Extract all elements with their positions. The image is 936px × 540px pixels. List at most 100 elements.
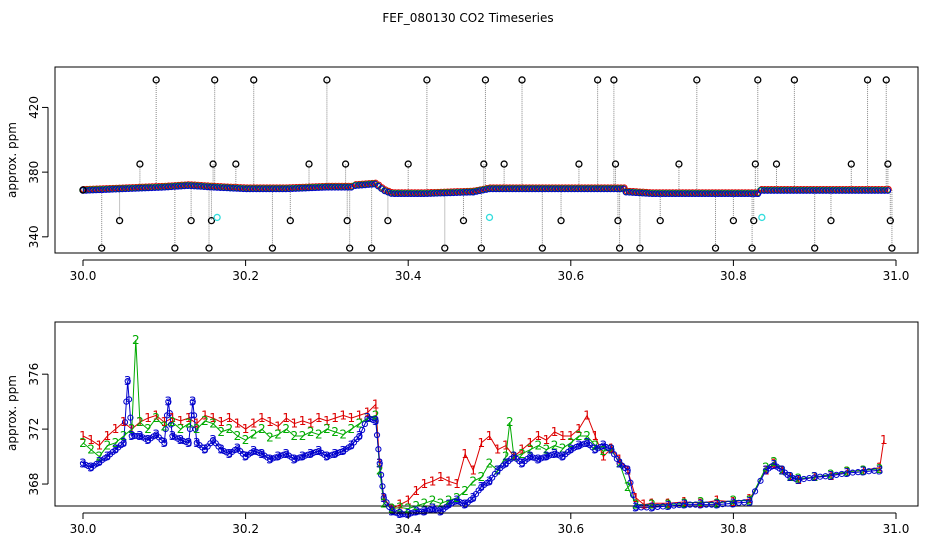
series-3-circle [296,454,303,461]
baseline-marker-blue [397,190,405,198]
baseline-marker-blue [532,185,539,193]
baseline-marker-blue [787,187,794,194]
series-3-circle [372,417,379,424]
spike-marker [346,244,354,252]
series-2-marker-label: 2 [347,422,355,436]
series-3-marker-label: 3 [258,447,266,461]
baseline-marker-blue [447,189,454,197]
series-2-marker-label: 2 [185,417,193,431]
spike-marker [250,76,258,84]
series-3-circle [369,416,377,424]
series-3-circle [386,503,393,511]
series-1-marker-label: 1 [762,463,770,477]
series-1-marker-label: 1 [567,429,575,443]
top-x-tick-label: 30.4 [395,269,422,283]
series-2-marker-label: 2 [339,428,347,442]
baseline-marker-blue [158,184,165,191]
series-1-marker-label: 1 [486,429,494,443]
series-1-marker-label: 1 [160,415,168,429]
baseline-marker-blue [194,182,201,190]
series-3-circle [250,447,257,455]
series-3-circle [182,438,190,446]
series-3-circle [277,452,284,459]
series-3-circle [388,508,396,515]
spike-marker [614,217,622,225]
series-2-marker-label: 2 [713,496,721,510]
top-y-tick-label: 340 [27,225,41,248]
series-2-marker-label: 2 [132,333,140,347]
series-3-marker-label: 3 [534,452,542,466]
series-3-circle [125,396,133,403]
series-1-marker-label: 1 [209,411,217,425]
series-1-marker-label: 1 [697,496,705,510]
baseline-marker-blue [597,185,605,193]
baseline-marker-blue [819,187,827,194]
baseline-marker-blue [141,184,149,192]
baseline-marker-blue [128,185,136,192]
series-3-marker-label: 3 [128,429,136,443]
series-2-marker-label: 2 [169,415,177,429]
series-2-marker-label: 2 [526,443,534,457]
top-panel: 30.0 30.2 30.4 30.6 30.8 31.0 340 380 420 appro… [5,66,919,283]
spike-marker [115,217,124,225]
series-2-marker-label: 2 [404,502,412,516]
bottom-plot-area: 1 1 11 1 1 1 1 1 1 1 1 1 1 11 1 1 1 1 1 1 1 1 11 1 1 1 1 1 1 1 1 1 11111… [79,333,887,521]
baseline-marker-blue [197,183,205,190]
baseline-marker-blue [430,190,438,197]
baseline-marker-blue [473,188,480,195]
baseline-marker-blue [483,186,490,193]
series-3-circle [356,432,363,440]
baseline-marker-blue [295,185,303,192]
baseline-marker-blue [486,185,493,193]
series-3-marker-label: 3 [250,444,258,458]
baseline-marker-blue [803,187,810,194]
series-2-marker-label: 2 [510,450,518,464]
baseline-marker-blue [253,185,260,193]
spike-marker [305,160,313,168]
series-2-marker-label: 2 [665,498,673,512]
series-3-circle [630,491,637,499]
baseline-marker-blue [443,189,451,197]
bottom-x-tick-label: 30.4 [395,522,422,536]
baseline-marker-blue [122,185,129,193]
baseline-marker-blue [522,185,529,193]
series-3-marker-label: 3 [616,456,624,470]
baseline-marker-blue [89,186,97,194]
series-3-marker-label: 3 [713,498,721,512]
series-3-circle [124,377,131,385]
spike-marker [286,217,294,225]
series-3-marker-label: 3 [770,458,778,472]
series-2-marker-label: 2 [315,428,323,442]
spike-marker [341,160,350,168]
bottom-y-axis-title: approx. ppm [5,375,19,451]
baseline-marker-blue [99,186,106,194]
baseline-marker-blue [440,189,448,197]
series-1-marker-label: 1 [380,491,388,505]
baseline-marker-blue [610,185,618,193]
spike-marker [693,76,701,84]
baseline-marker-blue [325,183,332,191]
baseline-marker-blue [626,189,633,196]
baseline-marker-blue [538,185,546,193]
series-3-circle [167,421,175,428]
baseline-marker-blue [848,187,856,194]
baseline-marker-blue [450,189,457,197]
series-3-marker-label: 3 [307,447,315,461]
baseline-marker-blue [744,190,752,198]
baseline-marker-blue [417,190,425,198]
baseline-marker-blue [138,184,146,192]
series-3-circle [383,499,390,506]
baseline-marker-blue [682,190,689,198]
series-3-circle [272,454,279,461]
series-1-marker-label: 1 [583,408,591,422]
series-3-marker-label: 3 [486,474,494,488]
series-2-marker-label: 2 [778,463,786,477]
baseline-marker-blue [835,187,843,194]
baseline-marker-blue [509,185,516,193]
series-2-marker-label: 2 [827,467,835,481]
baseline-marker-blue [554,185,562,193]
baseline-marker-blue [174,183,182,190]
series-3-marker-label: 3 [730,496,738,510]
series-2-marker-label: 2 [104,439,112,453]
series-2-marker-label: 2 [193,422,201,436]
